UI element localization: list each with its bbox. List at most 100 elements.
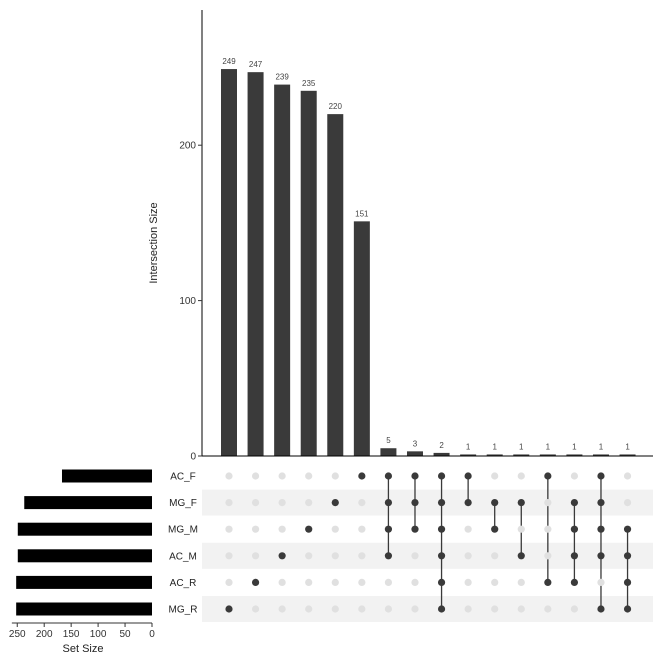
matrix-dot-active	[437, 578, 446, 587]
matrix-dot-active	[517, 552, 525, 560]
matrix-dot-active	[278, 552, 286, 560]
matrix-dot-active	[517, 499, 525, 507]
matrix-dot-inactive	[225, 499, 233, 507]
set-size-bar	[24, 496, 152, 510]
intersection-size-axis-title: Intersection Size	[148, 202, 160, 283]
matrix-dot-inactive	[464, 605, 472, 613]
matrix-dot-inactive	[491, 578, 499, 587]
intersection-bar-label: 247	[249, 60, 263, 69]
intersection-bars: 249 247 239 235 220 151 5 3 2 1 1 1 1 1 1 1	[221, 57, 636, 457]
set-size-axis-tick-label: 200	[36, 629, 53, 640]
matrix-dot-active	[491, 525, 499, 533]
matrix-dot-inactive	[251, 605, 260, 613]
matrix-dot-active	[597, 552, 605, 560]
set-size-bars	[16, 469, 153, 616]
matrix-dot-inactive	[623, 472, 632, 480]
matrix-dot-active	[544, 472, 552, 480]
matrix-dot-inactive	[305, 552, 313, 560]
matrix-dot-inactive	[251, 499, 260, 507]
intersection-bar-label: 1	[625, 442, 630, 451]
matrix-dot-active	[570, 578, 579, 587]
intersection-bar	[274, 84, 291, 456]
matrix-dot-inactive	[305, 578, 313, 587]
matrix-dot-active	[544, 578, 552, 587]
set-size-axis-tick-label: 150	[63, 629, 80, 640]
matrix-dot-active	[411, 499, 419, 507]
set-size-bar	[17, 549, 152, 563]
matrix-row-stripe	[202, 489, 653, 516]
set-label: AC_F	[170, 472, 196, 483]
intersection-bar-label: 1	[546, 442, 551, 451]
set-labels: AC_F MG_F MG_M AC_M AC_R MG_R	[168, 472, 198, 616]
matrix-dot-inactive	[358, 552, 366, 560]
matrix-dot-inactive	[278, 472, 286, 480]
set-size-axis-tick-label: 250	[9, 629, 26, 640]
set-label: MG_R	[169, 605, 198, 616]
matrix-dot-active	[437, 525, 446, 533]
matrix-dot-inactive	[331, 552, 339, 560]
matrix-dot-active	[597, 525, 605, 533]
matrix-dot-active	[623, 578, 632, 587]
intersection-bar-label: 1	[572, 442, 577, 451]
matrix-dot-active	[597, 499, 605, 507]
matrix-dot-inactive	[491, 605, 499, 613]
intersection-bar-label: 151	[355, 209, 369, 218]
intersection-bar	[513, 454, 530, 456]
set-size-bar	[61, 469, 152, 483]
intersection-bar-label: 2	[439, 441, 444, 450]
y-axis-tick-label: 200	[179, 141, 196, 152]
matrix-dot-inactive	[491, 472, 499, 480]
matrix-dot-inactive	[411, 552, 419, 560]
matrix-dot-inactive	[331, 605, 339, 613]
matrix-dot-inactive	[251, 472, 260, 480]
matrix-dot-active	[570, 552, 579, 560]
intersection-bar	[300, 90, 317, 457]
matrix-dot-inactive	[305, 499, 313, 507]
matrix-dot-active	[384, 472, 393, 480]
matrix-dot-inactive	[544, 525, 552, 533]
set-label: MG_M	[168, 525, 198, 536]
matrix-dot-inactive	[358, 525, 366, 533]
matrix-dot-active	[384, 499, 393, 507]
matrix-dot-inactive	[544, 605, 552, 613]
matrix-dot-inactive	[358, 605, 366, 613]
matrix-dot-active	[225, 605, 233, 613]
matrix-dot-active	[464, 472, 472, 480]
y-axis-tick-label: 100	[179, 296, 196, 307]
matrix-dot-inactive	[517, 605, 525, 613]
matrix-dot-inactive	[597, 578, 605, 587]
intersection-bar	[619, 454, 636, 456]
matrix-dot-inactive	[411, 578, 419, 587]
matrix-dot-active	[384, 525, 393, 533]
matrix-dot-inactive	[544, 552, 552, 560]
matrix-dot-active	[623, 525, 632, 533]
intersection-bar-label: 1	[519, 442, 524, 451]
set-size-axis-tick-label: 100	[90, 629, 107, 640]
matrix-dot-inactive	[517, 525, 525, 533]
matrix-dot-active	[305, 525, 313, 533]
matrix-dot-inactive	[517, 472, 525, 480]
matrix-dot-active	[464, 499, 472, 507]
matrix-dot-inactive	[331, 578, 339, 587]
matrix-dot-inactive	[305, 605, 313, 613]
matrix-dot-active	[597, 605, 605, 613]
set-size-bar	[17, 522, 152, 536]
matrix-dot-inactive	[384, 578, 393, 587]
matrix-dot-active	[411, 472, 419, 480]
matrix-dot-inactive	[305, 472, 313, 480]
intersection-bar-label: 220	[329, 102, 343, 111]
matrix-dot-inactive	[411, 605, 419, 613]
intersection-bar	[406, 451, 423, 456]
intersection-bar	[380, 448, 397, 456]
matrix-dot-active	[491, 499, 499, 507]
intersection-bar-label: 249	[222, 57, 236, 66]
matrix-dot-inactive	[358, 578, 366, 587]
matrix-dot-active	[597, 472, 605, 480]
matrix-dot-active	[411, 525, 419, 533]
matrix-dot-inactive	[464, 552, 472, 560]
matrix-dot-inactive	[464, 578, 472, 587]
matrix-dot-inactive	[491, 552, 499, 560]
matrix-dot-active	[437, 605, 446, 613]
set-size-bar	[16, 575, 153, 589]
